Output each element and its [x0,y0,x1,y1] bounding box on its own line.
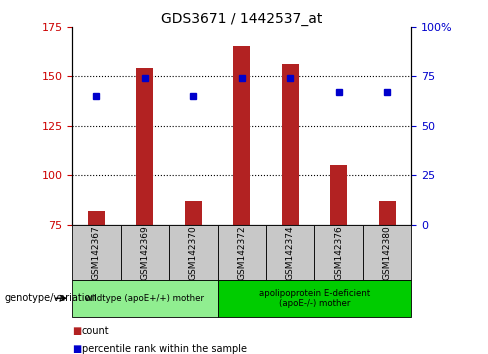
Bar [266,225,314,280]
Text: ■: ■ [72,326,81,336]
Bar [330,165,347,225]
Bar [121,225,169,280]
Text: genotype/variation: genotype/variation [5,293,98,303]
Bar [314,225,363,280]
Text: count: count [82,326,110,336]
Text: apolipoprotein E-deficient
(apoE-/-) mother: apolipoprotein E-deficient (apoE-/-) mot… [259,289,370,308]
Text: percentile rank within the sample: percentile rank within the sample [82,344,247,354]
Text: GSM142370: GSM142370 [189,225,198,280]
Text: wildtype (apoE+/+) mother: wildtype (apoE+/+) mother [85,294,204,303]
Bar [185,201,202,225]
Bar [169,225,218,280]
Bar [363,225,411,280]
Text: GSM142367: GSM142367 [92,225,101,280]
Bar [88,211,105,225]
Title: GDS3671 / 1442537_at: GDS3671 / 1442537_at [161,12,323,25]
Text: GSM142380: GSM142380 [383,225,392,280]
Text: GSM142372: GSM142372 [237,225,246,280]
Bar [218,225,266,280]
Text: GSM142369: GSM142369 [141,225,149,280]
Text: ■: ■ [72,344,81,354]
Bar [379,201,396,225]
Bar [218,280,411,317]
Bar [72,280,218,317]
Text: GSM142374: GSM142374 [286,225,295,280]
Text: GSM142376: GSM142376 [334,225,343,280]
Bar [137,68,153,225]
Bar [233,46,250,225]
Bar [72,225,121,280]
Bar [282,64,299,225]
